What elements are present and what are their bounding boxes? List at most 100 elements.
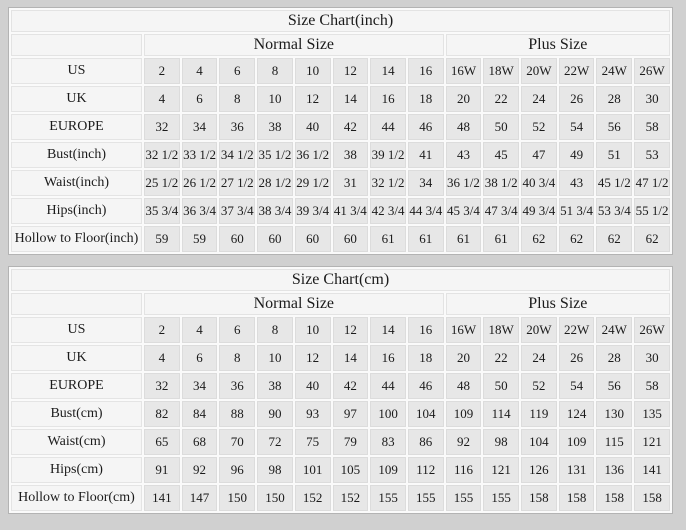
size-cell: 83	[370, 429, 406, 455]
size-cell: 155	[407, 485, 444, 511]
size-cell: 54	[558, 373, 595, 399]
size-chart-cm: Size Chart(cm) Normal Size Plus Size US 2 4 6 8…	[8, 266, 673, 514]
size-cell: 18W	[483, 317, 520, 343]
size-cell: 45	[483, 142, 520, 168]
size-cell: 135	[634, 401, 670, 427]
size-cell: 28	[596, 345, 633, 371]
size-cell: 36	[219, 373, 256, 399]
chart-title: Size Chart(cm)	[11, 269, 670, 291]
size-cell: 10	[294, 317, 331, 343]
size-cell: 28 1/2	[257, 170, 293, 196]
size-cell: 109	[370, 457, 406, 483]
size-cell: 16W	[445, 317, 482, 343]
size-cell: 97	[332, 401, 369, 427]
size-cell: 119	[521, 401, 557, 427]
size-cell: 59	[181, 226, 218, 252]
size-cell: 44	[370, 114, 406, 140]
size-cell: 32 1/2	[144, 142, 180, 168]
size-cell: 43	[558, 170, 595, 196]
size-cell: 56	[596, 114, 633, 140]
row-label: Hollow to Floor(cm)	[11, 485, 142, 511]
table-row: Bust(inch) 32 1/2 33 1/2 34 1/2 35 1/2 36 1/2…	[11, 142, 670, 168]
size-cell: 34	[181, 373, 218, 399]
row-label: Bust(cm)	[11, 401, 142, 427]
size-cell: 92	[445, 429, 482, 455]
size-cell: 30	[634, 345, 670, 371]
size-cell: 147	[181, 485, 218, 511]
column-group-header: Plus Size	[445, 293, 670, 315]
size-cell: 45 3/4	[445, 198, 482, 224]
size-cell: 37 3/4	[219, 198, 256, 224]
size-cell: 8	[257, 58, 293, 84]
size-cell: 75	[294, 429, 331, 455]
size-cell: 126	[521, 457, 557, 483]
size-cell: 38 1/2	[483, 170, 520, 196]
column-group-row: Normal Size Plus Size	[11, 293, 670, 315]
size-cell: 12	[332, 58, 369, 84]
size-cell: 60	[257, 226, 293, 252]
size-cell: 4	[144, 345, 180, 371]
size-cell: 24W	[596, 58, 633, 84]
size-cell: 47	[521, 142, 557, 168]
size-cell: 6	[219, 317, 256, 343]
size-cell: 55 1/2	[634, 198, 670, 224]
column-group-header: Normal Size	[144, 293, 444, 315]
size-cell: 62	[596, 226, 633, 252]
table-row: Waist(cm) 65 68 70 72 75 79 83 86 92 98 104 109 115 12…	[11, 429, 670, 455]
size-cell: 42	[332, 373, 369, 399]
size-cell: 22W	[558, 58, 595, 84]
size-cell: 28	[596, 86, 633, 112]
size-cell: 20	[445, 86, 482, 112]
size-cell: 12	[332, 317, 369, 343]
size-cell: 6	[219, 58, 256, 84]
size-cell: 150	[219, 485, 256, 511]
size-cell: 20	[445, 345, 482, 371]
size-cell: 60	[332, 226, 369, 252]
size-cell: 16W	[445, 58, 482, 84]
table-row: Hollow to Floor(cm) 141 147 150 150 152 152 155…	[11, 485, 670, 511]
size-cell: 34	[181, 114, 218, 140]
row-label: US	[11, 317, 142, 343]
size-cell: 72	[257, 429, 293, 455]
size-cell: 14	[332, 86, 369, 112]
chart-title: Size Chart(inch)	[11, 10, 670, 32]
size-cell: 24	[521, 86, 557, 112]
size-cell: 32	[144, 114, 180, 140]
row-label: EUROPE	[11, 114, 142, 140]
size-cell: 141	[634, 457, 670, 483]
size-cell: 40 3/4	[521, 170, 557, 196]
size-cell: 124	[558, 401, 595, 427]
size-cell: 152	[294, 485, 331, 511]
size-cell: 58	[634, 373, 670, 399]
table-row: UK 4 6 8 10 12 14 16 18 20 22 24 26 28 30	[11, 345, 670, 371]
size-cell: 10	[257, 345, 293, 371]
size-cell: 38	[332, 142, 369, 168]
row-label: UK	[11, 86, 142, 112]
size-cell: 158	[634, 485, 670, 511]
size-cell: 65	[144, 429, 180, 455]
size-cell: 158	[596, 485, 633, 511]
size-cell: 50	[483, 114, 520, 140]
column-group-header: Normal Size	[144, 34, 444, 56]
size-cell: 109	[445, 401, 482, 427]
column-group-row: Normal Size Plus Size	[11, 34, 670, 56]
size-cell: 131	[558, 457, 595, 483]
size-cell: 39 3/4	[294, 198, 331, 224]
size-cell: 104	[407, 401, 444, 427]
size-cell: 10	[257, 86, 293, 112]
row-label: US	[11, 58, 142, 84]
size-cell: 158	[558, 485, 595, 511]
size-cell: 112	[407, 457, 444, 483]
size-cell: 24	[521, 345, 557, 371]
size-cell: 42	[332, 114, 369, 140]
size-cell: 93	[294, 401, 331, 427]
row-label: UK	[11, 345, 142, 371]
size-cell: 27 1/2	[219, 170, 256, 196]
size-cell: 32	[144, 373, 180, 399]
size-cell: 51 3/4	[558, 198, 595, 224]
size-cell: 50	[483, 373, 520, 399]
size-cell: 14	[370, 317, 406, 343]
size-cell: 41 3/4	[332, 198, 369, 224]
size-cell: 48	[445, 373, 482, 399]
size-cell: 46	[407, 373, 444, 399]
